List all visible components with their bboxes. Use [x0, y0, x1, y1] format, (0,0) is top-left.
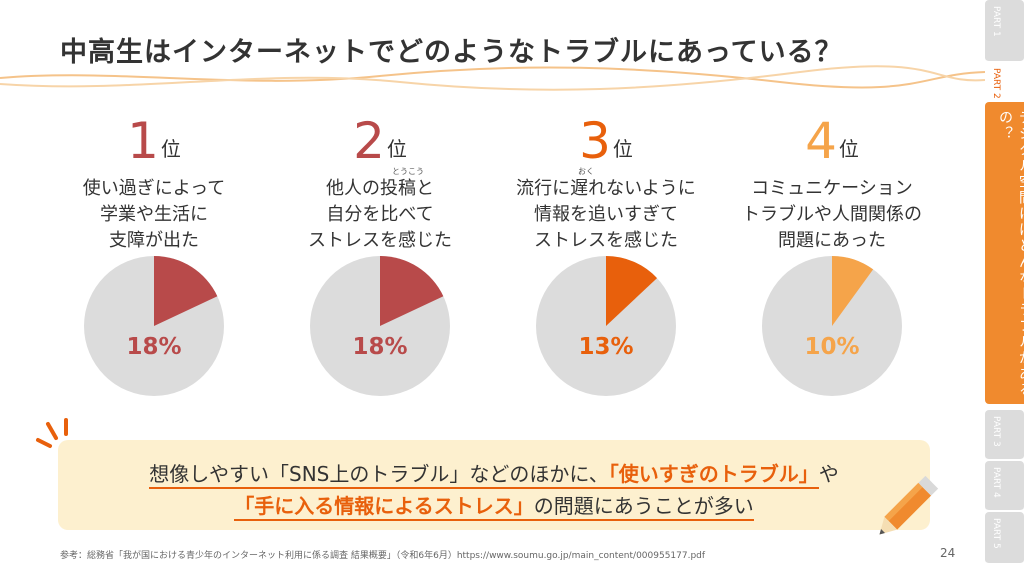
- rank-3-number: 3: [579, 112, 611, 170]
- rank-1-block: 1 位 使い過ぎによって 学業や生活に 支障が出た: [44, 112, 264, 254]
- pie-2-slice: [380, 256, 444, 326]
- pie-chart-4: 10%: [762, 256, 902, 396]
- rank-1-suffix: 位: [160, 137, 181, 161]
- source-citation: 参考：総務省「我が国における青少年のインターネット利用に係る調査 結果概要」（令…: [60, 551, 706, 561]
- rank-2-suffix: 位: [386, 137, 407, 161]
- sidebar-tab-part2[interactable]: PART 2: [985, 62, 1024, 102]
- rank-3-ruby: おく: [578, 167, 594, 176]
- pie-4-percent: 10%: [804, 334, 860, 360]
- pie-4-slice: [832, 256, 874, 326]
- rank-3-suffix: 位: [612, 137, 633, 161]
- callout-highlight-1: 「使いすぎのトラブル」: [608, 462, 819, 489]
- rank-2-description: 他人の投稿と 自分を比べて ストレスを感じた: [308, 178, 452, 251]
- attention-burst-icon: [36, 418, 68, 448]
- pie-2-percent: 18%: [352, 334, 408, 360]
- rank-1-number: 1: [127, 112, 159, 170]
- callout-text-1c: や: [818, 462, 839, 486]
- sidebar-tab-part4-label: PART 4: [991, 467, 1001, 498]
- summary-callout: 想像しやすい「SNS上のトラブル」などのほかに、「使いすぎのトラブル」や 「手に…: [58, 440, 930, 530]
- sidebar-tab-part3-label: PART 3: [991, 416, 1001, 447]
- rank-4-number: 4: [805, 112, 837, 170]
- rank-2-ruby: とうこう: [392, 167, 424, 176]
- pie-3-percent: 13%: [578, 334, 634, 360]
- sidebar-tab-part1-label: PART 1: [991, 6, 1001, 37]
- pie-chart-2: 18%: [310, 256, 450, 396]
- rank-4-block: 4 位 コミュニケーション トラブルや人間関係の 問題にあった: [722, 112, 942, 254]
- callout-text-2b: の問題にあうことが多い: [533, 494, 754, 521]
- rank-4-suffix: 位: [838, 137, 859, 161]
- sidebar-tab-part5-label: PART 5: [991, 518, 1001, 549]
- sidebar-active-section: デジタル空間にはどんなトラブルがあるの？: [985, 102, 1024, 404]
- pie-chart-1: 18%: [84, 256, 224, 396]
- sidebar-tab-part3[interactable]: PART 3: [985, 410, 1024, 460]
- pie-1-percent: 18%: [126, 334, 182, 360]
- part-sidebar: PART 1 PART 2 デジタル空間にはどんなトラブルがあるの？ PART …: [985, 0, 1024, 576]
- callout-text-1a: 想像しやすい「SNS上のトラブル」などのほかに、: [149, 462, 609, 489]
- rank-3-block: 3 位 おく 流行に遅れないように 情報を追いすぎて ストレスを感じた: [496, 112, 716, 254]
- rank-1-description: 使い過ぎによって 学業や生活に 支障が出た: [82, 178, 226, 251]
- sidebar-tab-part4[interactable]: PART 4: [985, 461, 1024, 511]
- pencil-icon: [879, 475, 939, 535]
- sidebar-tab-part5[interactable]: PART 5: [985, 512, 1024, 564]
- rank-2-number: 2: [353, 112, 385, 170]
- page-title: 中高生はインターネットでどのようなトラブルにあっている？: [60, 37, 843, 68]
- callout-line-1: 想像しやすい「SNS上のトラブル」などのほかに、「使いすぎのトラブル」や: [58, 458, 930, 489]
- pie-chart-3: 13%: [536, 256, 676, 396]
- page-number: 24: [940, 546, 956, 560]
- decorative-wave-lines: [0, 65, 985, 91]
- sidebar-tab-part1[interactable]: PART 1: [985, 0, 1024, 62]
- callout-highlight-2: 「手に入る情報によるストレス」: [234, 494, 534, 521]
- sidebar-tab-part2-label: PART 2: [991, 68, 1001, 99]
- rank-4-description: コミュニケーション トラブルや人間関係の 問題にあった: [742, 178, 922, 251]
- rank-3-description: 流行に遅れないように 情報を追いすぎて ストレスを感じた: [516, 178, 696, 251]
- pie-1-slice: [154, 256, 218, 326]
- pie-3-slice: [606, 256, 658, 326]
- callout-line-2: 「手に入る情報によるストレス」の問題にあうことが多い: [58, 490, 930, 521]
- sidebar-part2-title: デジタル空間にはどんなトラブルがあるの？: [997, 110, 1024, 398]
- rank-2-block: 2 位 とうこう 他人の投稿と 自分を比べて ストレスを感じた: [270, 112, 490, 254]
